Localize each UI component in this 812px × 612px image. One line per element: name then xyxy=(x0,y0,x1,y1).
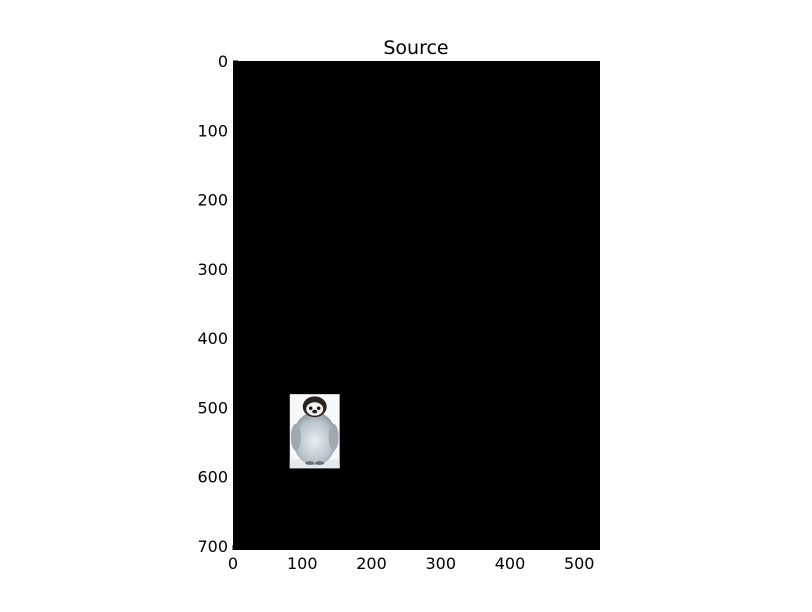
y-axis: 0 100 200 300 400 500 600 700 xyxy=(197,52,238,556)
y-tick-label: 300 xyxy=(197,260,228,279)
y-tick-label: 200 xyxy=(197,191,228,210)
y-tick-label: 600 xyxy=(197,468,228,487)
y-tick-label: 500 xyxy=(197,398,228,417)
black-image-area xyxy=(233,61,600,550)
x-tick-label: 100 xyxy=(287,554,318,573)
y-tick-label: 100 xyxy=(197,121,228,140)
y-tick-label: 400 xyxy=(197,329,228,348)
penguin-chick-image xyxy=(289,394,340,469)
y-tick-label: 0 xyxy=(218,52,228,71)
x-tick-label: 400 xyxy=(495,554,526,573)
x-tick-label: 200 xyxy=(356,554,387,573)
x-tick-label: 0 xyxy=(228,554,238,573)
y-tick-label: 700 xyxy=(197,537,228,556)
x-tick-label: 300 xyxy=(425,554,456,573)
x-tick-label: 500 xyxy=(564,554,595,573)
x-axis: 0 100 200 300 400 500 xyxy=(228,545,595,573)
plot-title: Source xyxy=(383,37,448,59)
